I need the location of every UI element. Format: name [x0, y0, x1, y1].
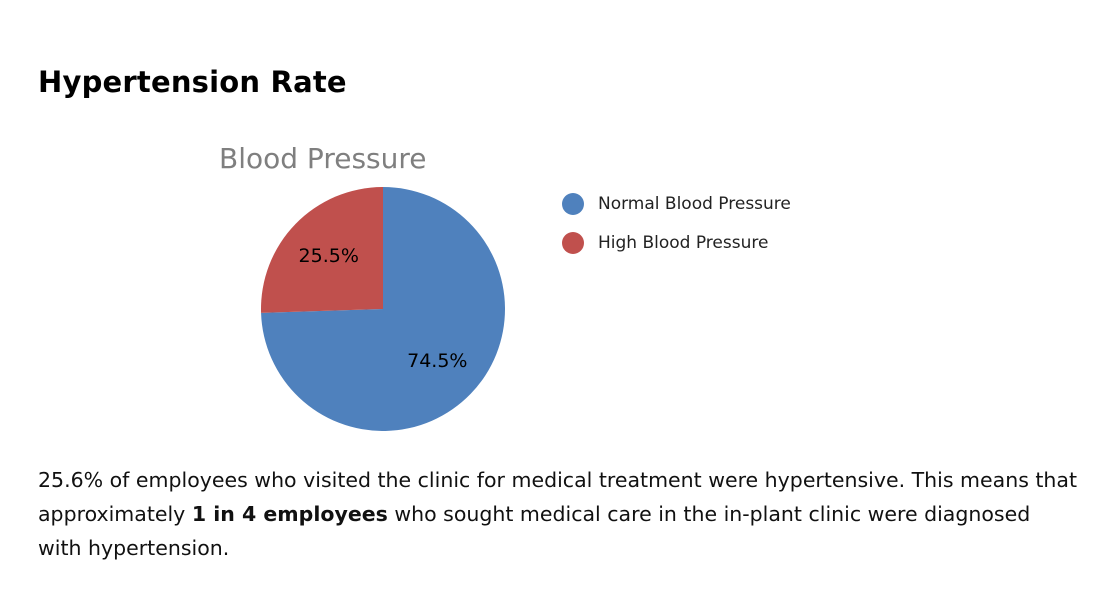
chart-legend: Normal Blood Pressure High Blood Pressur… [562, 184, 791, 262]
page-title: Hypertension Rate [38, 65, 347, 99]
pie-slice-normal [261, 187, 505, 431]
pie-slice-high [260, 187, 383, 313]
legend-swatch-normal [562, 192, 584, 215]
legend-item-high: High Blood Pressure [562, 223, 791, 262]
chart-title: Blood Pressure [219, 142, 427, 175]
description-part-2: who sought medical care in the in-plant … [38, 502, 1031, 560]
legend-label-high: High Blood Pressure [598, 232, 769, 253]
description-text: 25.6% of employees who visited the clini… [38, 463, 1078, 565]
legend-label-normal: Normal Blood Pressure [598, 193, 791, 214]
legend-item-normal: Normal Blood Pressure [562, 184, 791, 223]
description-part-1: 25.6% of employees who visited the clini… [38, 468, 1078, 526]
description-emphasis: 1 in 4 employees [191, 502, 388, 526]
pie-label-high: 25.5% [299, 245, 359, 267]
legend-swatch-high [562, 231, 584, 254]
pie-label-normal: 74.5% [407, 350, 467, 372]
